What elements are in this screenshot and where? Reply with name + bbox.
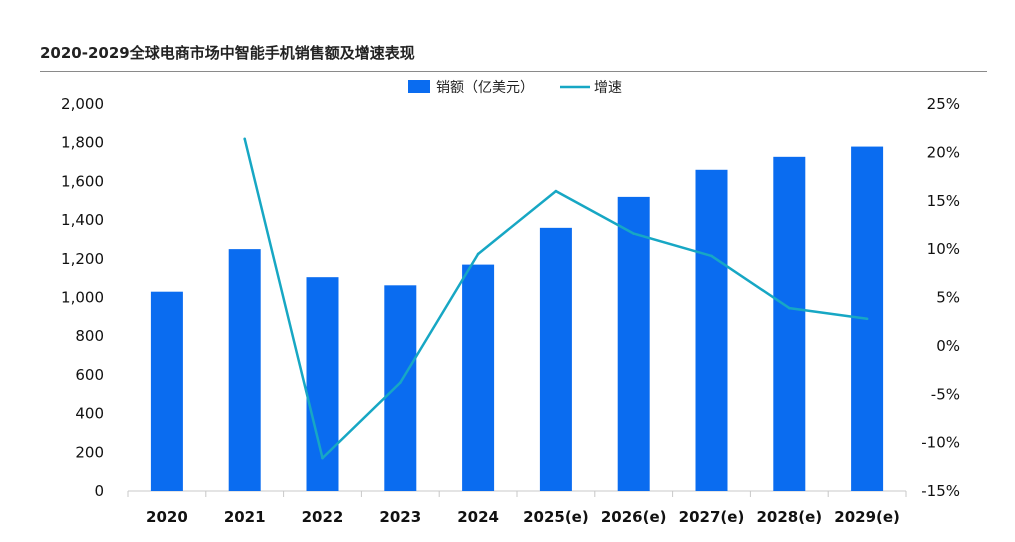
right-tick-label: -15% bbox=[921, 482, 960, 500]
left-tick-label: 200 bbox=[75, 443, 104, 461]
right-tick-label: 15% bbox=[927, 192, 960, 210]
legend: 销额（亿美元） 增速 bbox=[408, 80, 622, 96]
category-labels: 2020 2021 2022 2023 2024 2025(e) 2026(e) 2027(e… bbox=[146, 508, 900, 526]
bar-2028(e) bbox=[773, 156, 806, 491]
title-divider bbox=[40, 71, 987, 72]
right-axis-ticks: -15% -10% -5% 0% 5% 10% 15% 20% 25% bbox=[921, 95, 960, 500]
left-tick-label: 600 bbox=[75, 366, 104, 384]
growth-point-2026(e) bbox=[632, 232, 635, 235]
growth-point-2021 bbox=[243, 137, 246, 141]
right-tick-label: -10% bbox=[921, 434, 960, 452]
right-tick-label: 10% bbox=[927, 240, 960, 258]
legend-swatch-bar bbox=[408, 80, 430, 93]
legend-label-sales: 销额（亿美元） bbox=[436, 80, 534, 96]
left-axis-ticks: 0 200 400 600 800 1,000 1,200 1,400 1,600 1,800 2,… bbox=[61, 95, 104, 500]
bar-2023 bbox=[384, 285, 417, 491]
legend-label-growth: 增速 bbox=[594, 80, 622, 96]
category-label: 2023 bbox=[379, 508, 421, 526]
right-tick-label: 20% bbox=[927, 143, 960, 161]
left-tick-label: 1,600 bbox=[61, 172, 104, 190]
left-tick-label: 1,800 bbox=[61, 134, 104, 152]
category-label: 2029(e) bbox=[834, 508, 900, 526]
growth-point-2028(e) bbox=[788, 306, 791, 310]
category-label: 2026(e) bbox=[601, 508, 667, 526]
bar-2021 bbox=[228, 249, 261, 491]
bar-2020 bbox=[150, 291, 183, 491]
left-tick-label: 800 bbox=[75, 327, 104, 345]
growth-point-2023 bbox=[399, 381, 402, 384]
right-tick-label: 0% bbox=[936, 337, 960, 355]
right-tick-label: 5% bbox=[936, 289, 960, 307]
growth-point-2027(e) bbox=[710, 254, 713, 258]
growth-point-2029(e) bbox=[865, 317, 869, 321]
chart-title: 2020-2029全球电商市场中智能手机销售额及增速表现 bbox=[40, 44, 415, 62]
growth-point-2022 bbox=[321, 456, 324, 460]
growth-line-series bbox=[243, 137, 869, 460]
category-label: 2024 bbox=[457, 508, 499, 526]
axes bbox=[127, 490, 907, 497]
right-tick-label: -5% bbox=[931, 385, 960, 403]
right-tick-label: 25% bbox=[927, 95, 960, 113]
left-tick-label: 1,200 bbox=[61, 250, 104, 268]
category-label: 2022 bbox=[302, 508, 344, 526]
left-tick-label: 1,000 bbox=[61, 289, 104, 307]
left-tick-label: 0 bbox=[94, 482, 104, 500]
category-label: 2020 bbox=[146, 508, 188, 526]
bar-2026(e) bbox=[617, 196, 650, 491]
bar-2025(e) bbox=[539, 227, 572, 491]
left-tick-label: 2,000 bbox=[61, 95, 104, 113]
bar-series bbox=[150, 146, 884, 492]
category-label: 2025(e) bbox=[523, 508, 589, 526]
category-label: 2028(e) bbox=[756, 508, 822, 526]
category-label: 2027(e) bbox=[679, 508, 745, 526]
bar-2024 bbox=[462, 264, 495, 491]
left-tick-label: 1,400 bbox=[61, 211, 104, 229]
category-label: 2021 bbox=[224, 508, 266, 526]
bar-2027(e) bbox=[695, 169, 728, 492]
growth-point-2024 bbox=[476, 252, 480, 256]
growth-point-2025(e) bbox=[554, 189, 558, 193]
left-tick-label: 400 bbox=[75, 405, 104, 423]
